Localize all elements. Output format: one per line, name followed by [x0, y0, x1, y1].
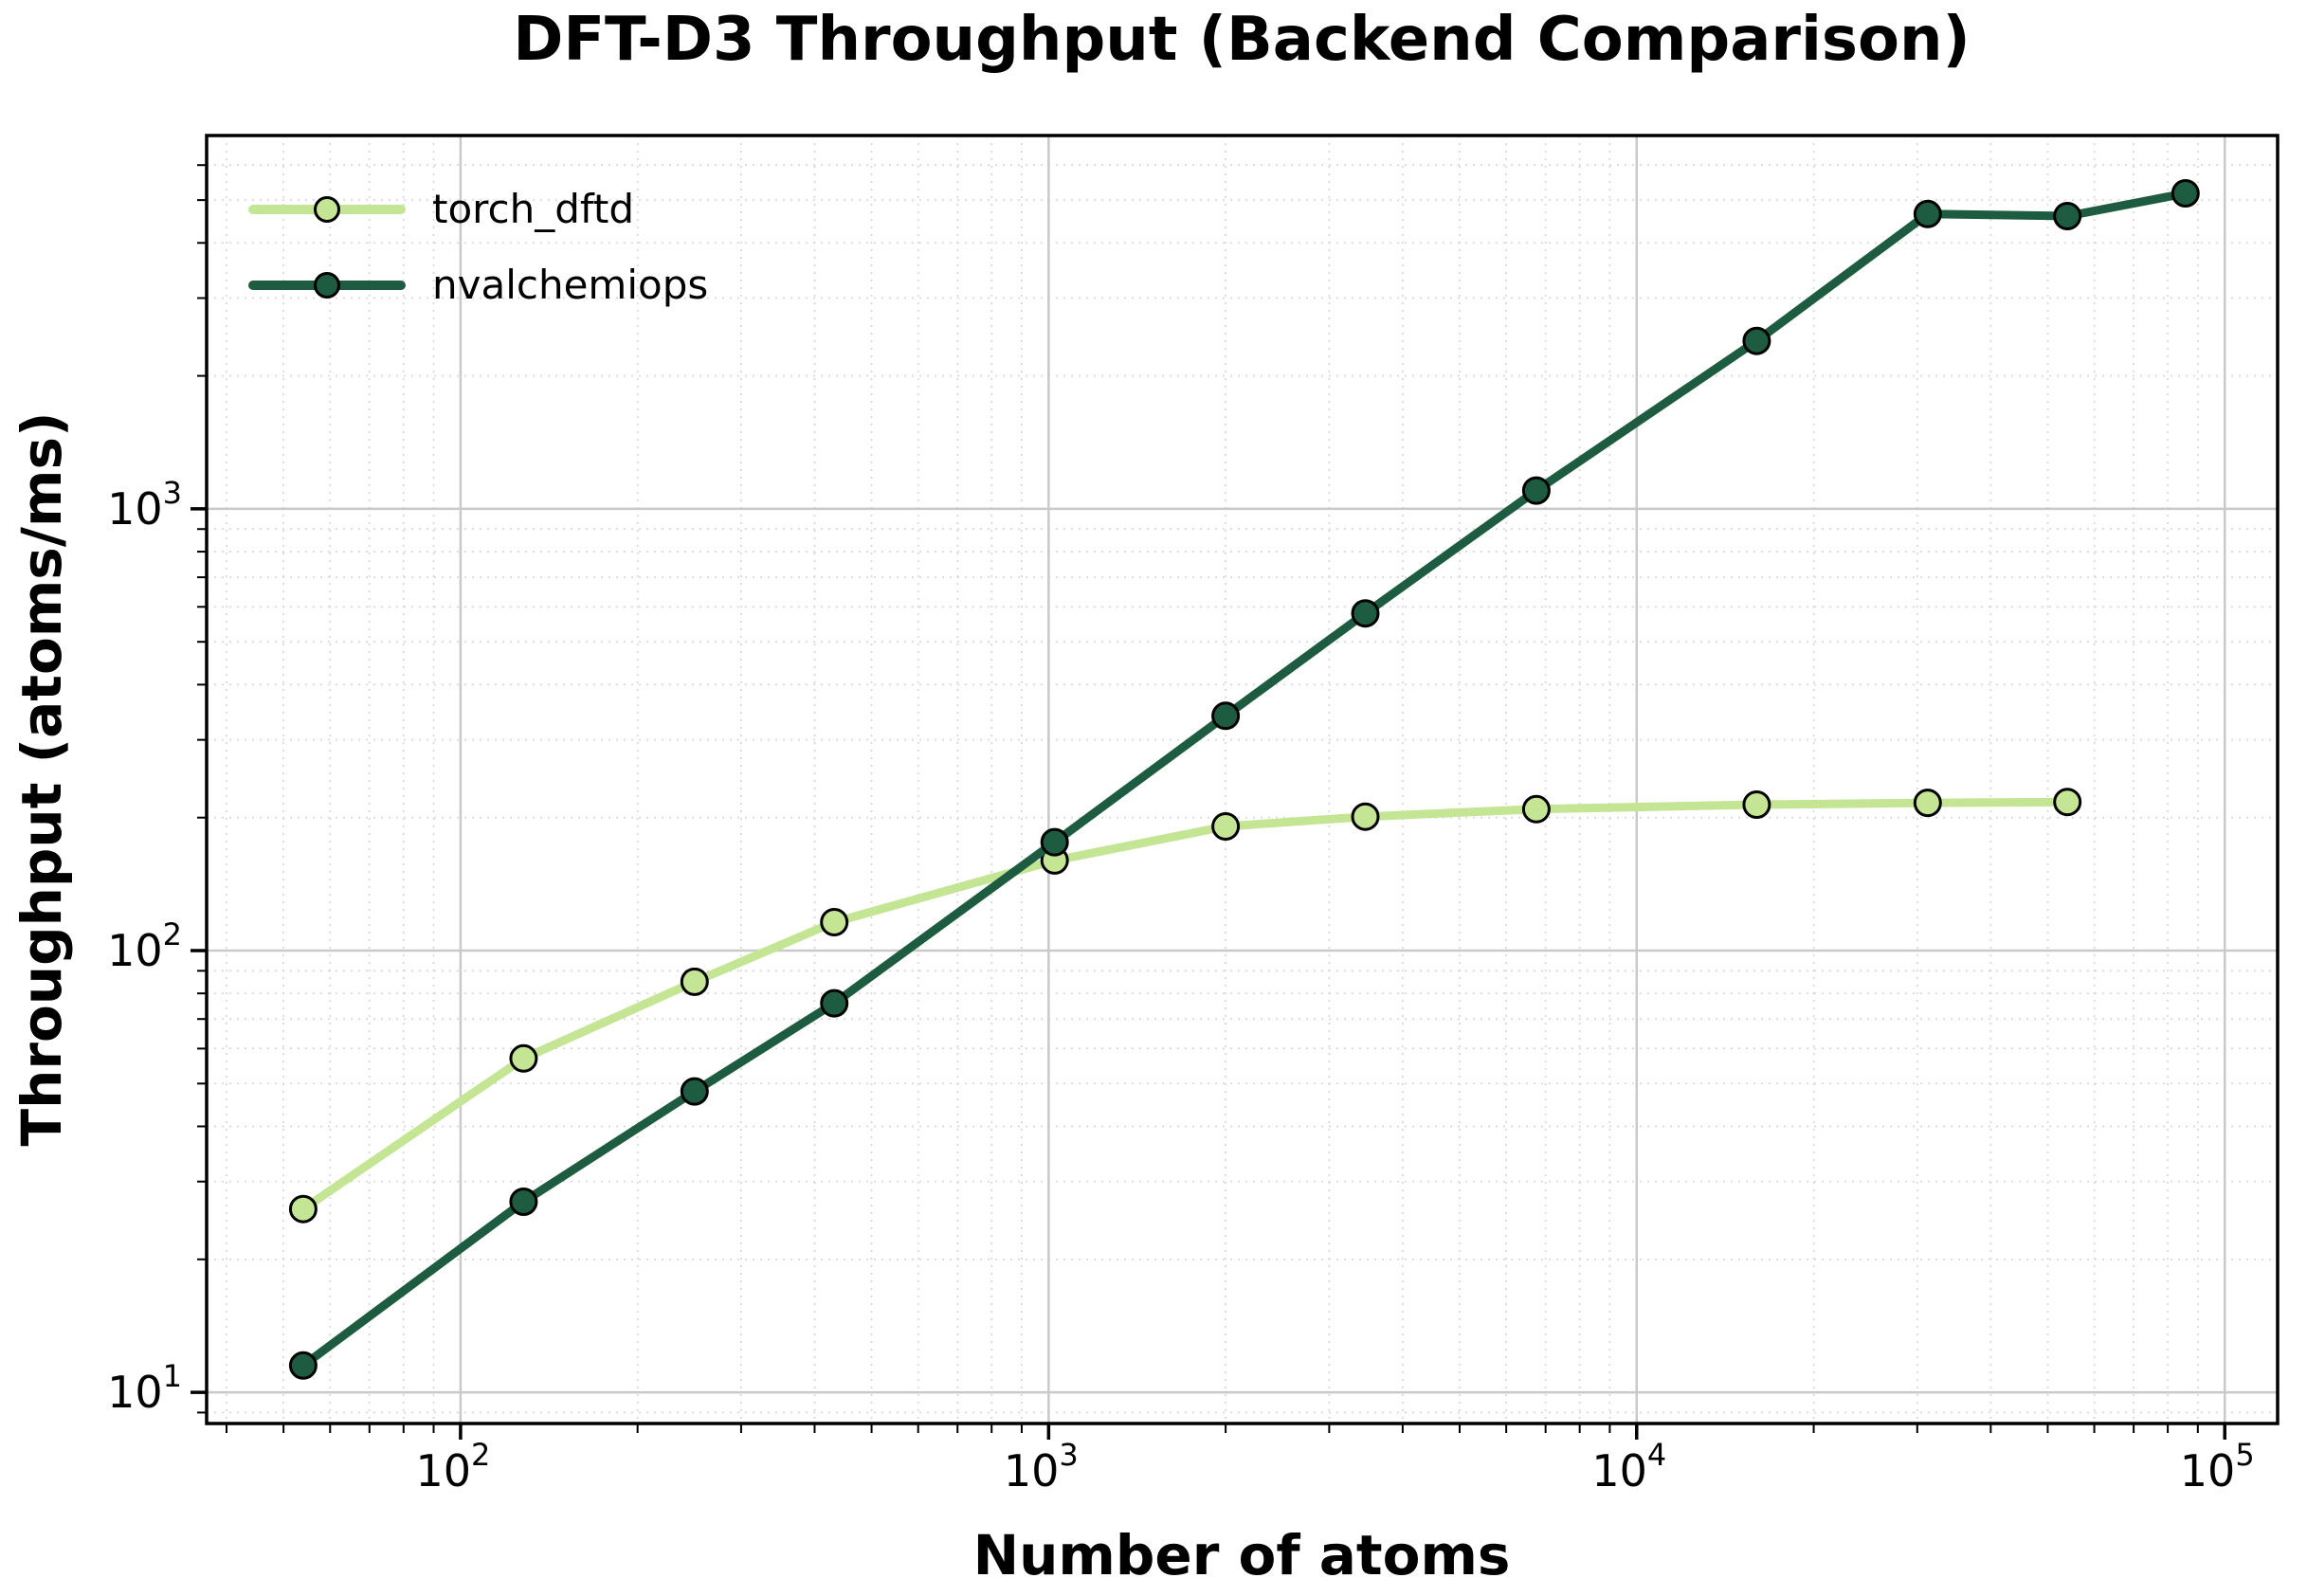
- legend-item-label: nvalchemiops: [432, 262, 709, 308]
- marker-nvalchemiops: [1351, 599, 1380, 628]
- marker-torch_dftd: [1351, 802, 1380, 831]
- x-axis-label: Number of atoms: [972, 1523, 1511, 1587]
- axes-spines: [205, 134, 2280, 1425]
- marker-torch_dftd: [1521, 794, 1551, 824]
- marker-nvalchemiops: [509, 1188, 538, 1216]
- marker-torch_dftd: [1742, 790, 1771, 819]
- marker-torch_dftd: [1211, 812, 1241, 841]
- tick-label: 103: [107, 475, 182, 535]
- marker-torch_dftd: [2053, 788, 2082, 817]
- legend-marker-icon: [314, 272, 340, 299]
- marker-nvalchemiops: [1913, 199, 1942, 228]
- tick-labels: 102 103 104 105 101 102 103: [107, 475, 2255, 1496]
- grid-major: [207, 136, 2278, 1424]
- legend-marker-icon: [314, 196, 340, 223]
- line-nvalchemiops: [299, 189, 2190, 1370]
- tick-label: 102: [107, 916, 182, 976]
- series-torch_dftd: [288, 788, 2082, 1224]
- tick-label: 105: [2180, 1437, 2255, 1496]
- tick-label: 102: [415, 1437, 490, 1496]
- marker-nvalchemiops: [288, 1351, 318, 1380]
- marker-nvalchemiops: [1521, 476, 1551, 505]
- marker-nvalchemiops: [820, 988, 849, 1018]
- marker-torch_dftd: [820, 908, 849, 936]
- marker-nvalchemiops: [680, 1077, 709, 1106]
- tick-label: 103: [1004, 1437, 1079, 1496]
- legend-line-swatch: [248, 272, 406, 299]
- marker-nvalchemiops: [2053, 202, 2082, 230]
- marker-nvalchemiops: [1742, 326, 1771, 355]
- axis-ticks: [191, 164, 2226, 1440]
- grid-minor: [207, 136, 2278, 1424]
- marker-torch_dftd: [509, 1043, 538, 1073]
- marker-torch_dftd: [288, 1194, 318, 1224]
- chart-title: DFT-D3 Throughput (Backend Comparison): [513, 5, 1971, 75]
- line-torch_dftd: [299, 797, 2072, 1214]
- marker-nvalchemiops: [1040, 827, 1069, 857]
- legend-line-swatch: [248, 196, 406, 223]
- marker-torch_dftd: [680, 967, 709, 996]
- legend-item-nvalchemiops: nvalchemiops: [248, 260, 708, 311]
- marker-nvalchemiops: [1211, 701, 1241, 731]
- legend-item-torch-dftd: torch_dftd: [248, 184, 708, 235]
- tick-label: 101: [107, 1358, 182, 1418]
- y-axis-label: Throughput (atoms/ms): [9, 411, 74, 1147]
- legend-item-label: torch_dftd: [432, 186, 635, 232]
- marker-torch_dftd: [1913, 789, 1942, 818]
- series-nvalchemiops: [288, 179, 2200, 1380]
- legend: torch_dftd nvalchemiops: [248, 184, 708, 311]
- tick-label: 104: [1591, 1437, 1666, 1496]
- marker-nvalchemiops: [2171, 179, 2200, 208]
